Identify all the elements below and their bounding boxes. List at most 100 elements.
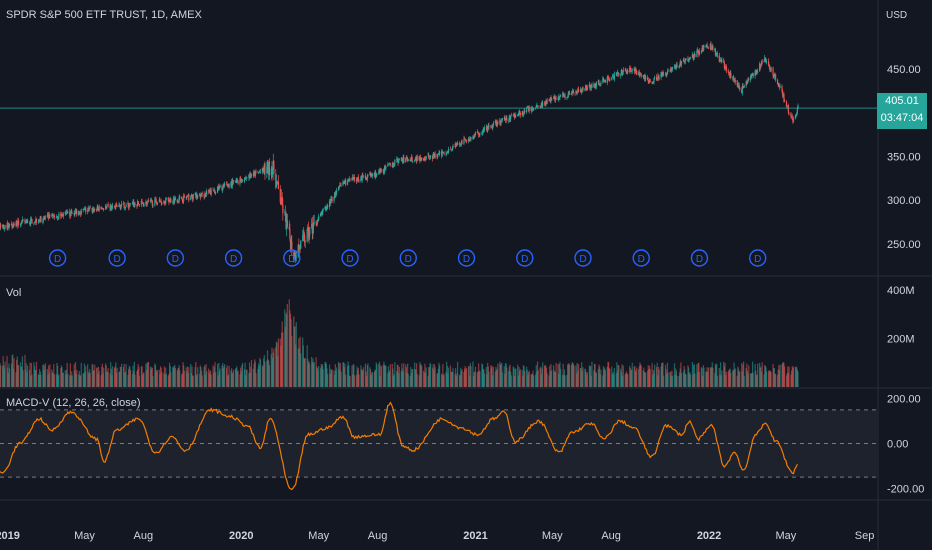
volume-bar [348,365,350,387]
candle-body [648,79,651,84]
candle-body [33,222,35,224]
volume-bar [573,365,575,387]
volume-bar [71,375,73,387]
volume-bar [755,375,758,387]
candle-body [336,190,338,193]
volume-bar [633,366,635,387]
candle-body [446,152,448,154]
candle-body [277,181,279,189]
volume-bar [661,363,663,387]
candle-body [788,112,790,114]
candle-body [661,72,663,76]
volume-bar [348,375,351,387]
candle-body [222,187,224,191]
candle-body [80,213,82,215]
volume-bar [701,368,703,387]
volume-bar [684,373,686,387]
volume-bar [328,364,331,387]
volume-bar [613,368,615,387]
volume-bar [312,358,314,387]
candle-body [751,74,753,77]
candle-body [568,93,571,95]
volume-bar [24,354,26,387]
candle-body [37,221,39,223]
volume-bar [661,363,663,387]
volume-bar [365,371,367,387]
candle-body [389,163,391,165]
volume-bar [590,366,592,387]
candle-body [88,207,91,209]
candle-body [613,75,615,80]
x-tick-label: 2021 [463,530,487,542]
volume-bar [797,371,799,387]
candle-body [279,188,281,203]
candle-body [13,223,15,226]
volume-bar [660,366,662,387]
volume-bar [625,372,627,387]
candle-body [609,79,611,81]
volume-bar [410,367,412,387]
volume-bar [116,367,118,387]
volume-bar [764,365,766,387]
volume-bar [172,366,174,387]
volume-bar [22,370,24,387]
x-tick-label: 2020 [229,530,253,542]
volume-bar [508,371,510,387]
candle-body [563,95,565,97]
volume-bar [598,364,600,387]
volume-bar [243,369,246,387]
volume-bar [705,371,707,387]
candle-body [624,69,626,71]
candle-body [298,245,301,250]
candle-body [335,192,337,196]
volume-bar [35,370,37,387]
volume-bar [568,363,570,387]
candle-body [331,198,333,201]
volume-bar [559,368,562,387]
dividend-marker [690,249,709,267]
candle-body [71,210,73,214]
volume-bar [509,364,511,387]
volume-bar [757,363,759,387]
volume-bar [676,375,678,387]
candle-body [746,81,748,84]
candle-body [136,204,138,207]
candle-body [17,220,19,222]
volume-bar [540,374,542,387]
volume-bar [616,371,619,387]
volume-bar [608,367,610,387]
candle-body [732,77,734,79]
volume-bar [427,375,429,387]
candle-body [527,106,530,111]
candle-body [329,200,331,204]
volume-bar [259,357,261,387]
candle-body [728,74,731,76]
volume-bar [570,364,573,387]
volume-bar [204,374,207,387]
volume-bar [501,372,503,387]
volume-bar [343,362,345,387]
volume-bar [439,365,441,387]
candle-body [328,200,331,208]
dividend-marker-label: D [579,254,586,265]
volume-bar [790,374,792,387]
candle-body [253,172,255,174]
volume-bar [181,374,183,387]
volume-bar [318,365,320,387]
volume-bar [561,374,564,387]
candle-body [106,205,108,207]
candle-body [2,225,4,228]
candle-body [138,204,141,205]
volume-bar [26,372,28,387]
candle-body [78,211,80,215]
volume-bar [339,369,341,387]
volume-bar [755,370,757,387]
dividend-marker-label: D [638,254,645,265]
volume-bar [35,361,38,387]
candle-body [174,197,176,201]
volume-bar [595,371,597,387]
candle-body [78,211,80,215]
candle-body [67,211,69,213]
volume-bar [138,375,141,387]
